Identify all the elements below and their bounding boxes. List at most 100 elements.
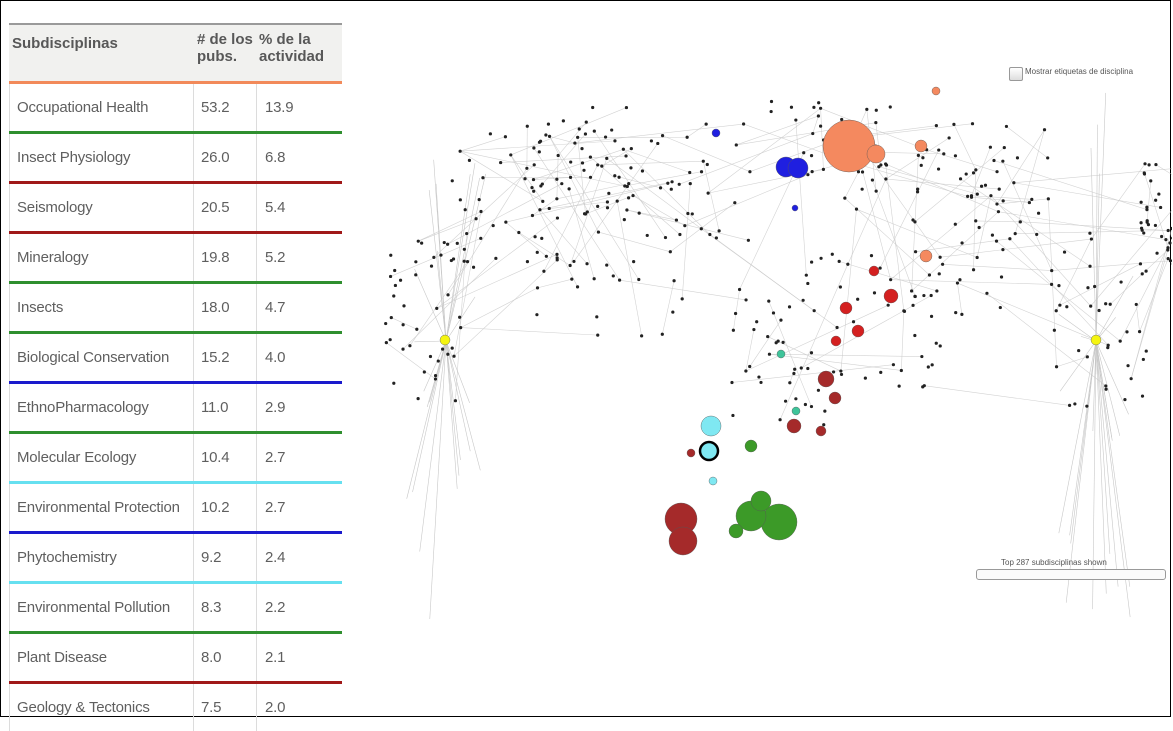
network-node	[935, 342, 938, 345]
subdiscipline-node	[932, 87, 940, 95]
network-node	[401, 348, 404, 351]
network-node	[530, 186, 533, 189]
network-node	[392, 382, 395, 385]
network-node	[454, 399, 457, 402]
network-node	[385, 341, 388, 344]
network-node	[532, 178, 535, 181]
network-edge	[446, 341, 459, 476]
network-node	[671, 310, 674, 313]
network-node	[1098, 309, 1101, 312]
network-node	[632, 260, 635, 263]
network-node	[1149, 179, 1152, 182]
network-node	[1142, 231, 1145, 234]
network-node	[959, 177, 962, 180]
network-node	[766, 335, 769, 338]
network-node	[700, 227, 703, 230]
network-node	[980, 185, 983, 188]
network-node	[1171, 236, 1172, 239]
network-node	[900, 369, 903, 372]
network-node	[812, 106, 815, 109]
network-edge	[598, 161, 704, 165]
network-node	[540, 237, 543, 240]
network-node	[879, 371, 882, 374]
network-node	[536, 286, 539, 289]
network-edge	[627, 210, 677, 220]
network-node	[995, 240, 998, 243]
network-node	[802, 151, 805, 154]
network-edge	[1056, 239, 1091, 311]
network-node	[768, 353, 771, 356]
network-edge	[997, 130, 1045, 204]
cell-pubs: 19.8	[197, 234, 257, 281]
network-node	[489, 132, 492, 135]
network-node	[954, 311, 957, 314]
network-node	[526, 260, 529, 263]
network-node	[666, 182, 669, 185]
network-node	[974, 219, 977, 222]
network-node	[1141, 272, 1144, 275]
network-node	[742, 122, 745, 125]
network-edge	[891, 196, 991, 280]
network-node	[1005, 125, 1008, 128]
network-node	[852, 320, 855, 323]
network-node	[1008, 237, 1011, 240]
network-node	[1037, 212, 1040, 215]
subdiscipline-node	[818, 371, 834, 387]
network-node	[875, 190, 878, 193]
network-edge	[1052, 261, 1171, 271]
subdiscipline-node	[840, 302, 852, 314]
show-labels-checkbox[interactable]	[1009, 67, 1023, 81]
network-node	[661, 134, 664, 137]
network-edge	[987, 293, 1106, 386]
network-node	[464, 208, 467, 211]
network-node	[1138, 330, 1141, 333]
network-edge	[460, 151, 625, 186]
network-node	[998, 187, 1001, 190]
network-node	[570, 278, 573, 281]
network-node	[738, 288, 741, 291]
network-node	[978, 226, 981, 229]
network-node	[389, 338, 392, 341]
network-node	[889, 278, 892, 281]
network-node	[443, 241, 446, 244]
cell-activity: 2.9	[259, 384, 339, 431]
network-node	[656, 142, 659, 145]
subdiscipline-node	[729, 524, 743, 538]
network-node	[928, 273, 931, 276]
network-node	[811, 170, 814, 173]
network-edge	[801, 296, 931, 368]
network-node	[972, 171, 975, 174]
network-node	[792, 372, 795, 375]
network-node	[415, 328, 418, 331]
network-node	[813, 309, 816, 312]
network-edge	[957, 283, 1108, 345]
subdiscipline-count-slider[interactable]	[976, 569, 1166, 580]
network-node	[931, 363, 934, 366]
network-edge	[391, 238, 481, 276]
network-edge	[460, 141, 615, 151]
network-edge	[872, 180, 915, 296]
network-node	[748, 170, 751, 173]
subdiscipline-node	[920, 250, 932, 262]
network-node	[556, 258, 559, 261]
network-edge	[557, 184, 629, 199]
network-node	[451, 346, 454, 349]
network-node	[1014, 232, 1017, 235]
network-edge	[1006, 126, 1047, 157]
network-node	[1088, 265, 1091, 268]
network-edge	[954, 124, 976, 169]
network-node	[446, 243, 449, 246]
